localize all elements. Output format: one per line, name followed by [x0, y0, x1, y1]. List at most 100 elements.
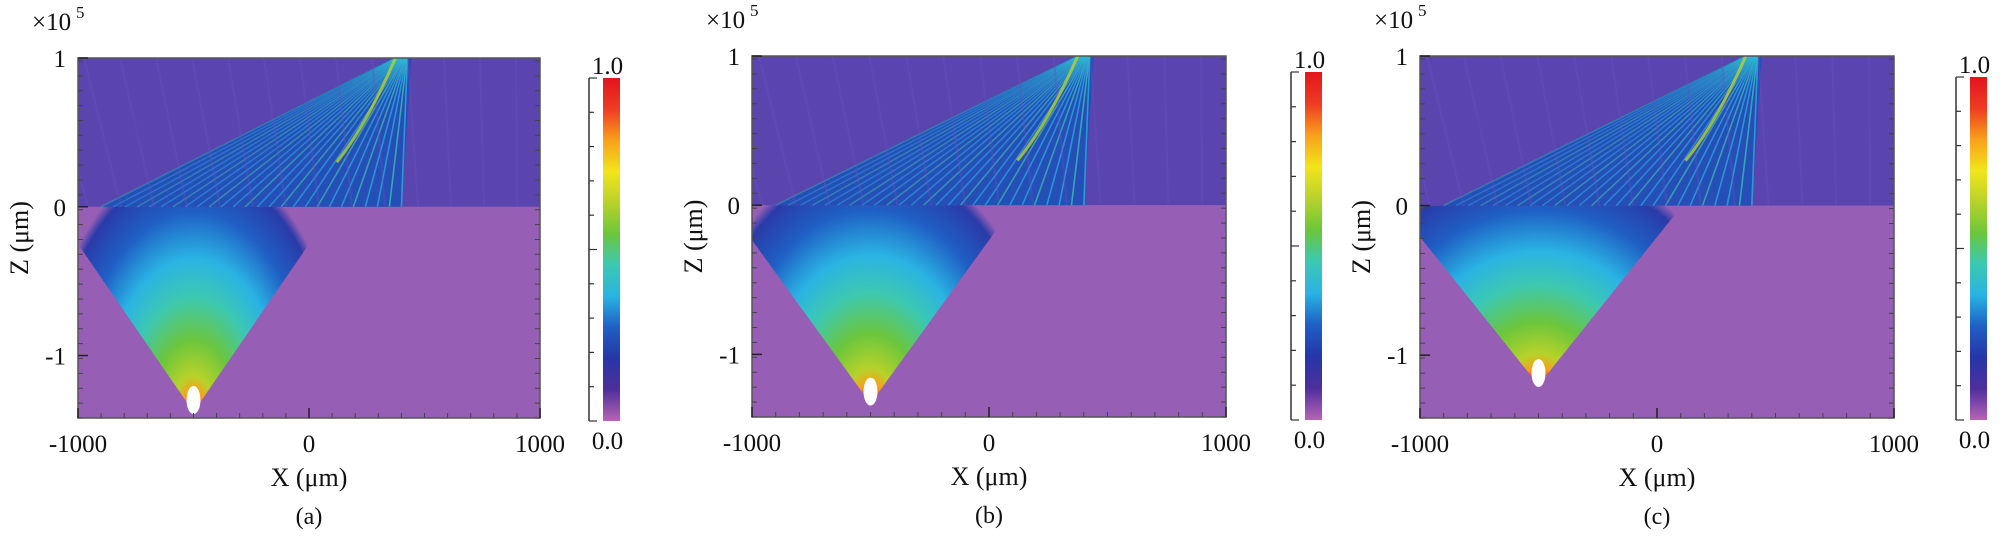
fringe-a [148, 58, 398, 208]
fringe-a [160, 58, 399, 208]
fringe-c [1467, 56, 1748, 207]
scatter-streak-b [1089, 56, 1102, 206]
fringe-a [232, 58, 402, 208]
fringe-c [1541, 56, 1751, 207]
fringe-c [1664, 56, 1756, 206]
colorbar-max-label-a: 1.0 [592, 53, 623, 80]
fringe-a [364, 58, 407, 207]
upper-medium-b [752, 56, 1226, 206]
x-axis-label-c: X (μm) [1619, 463, 1696, 492]
scatter-streak-c [1573, 56, 1601, 206]
y-tick-label-c: 1 [1396, 44, 1409, 71]
panel-b: -1 0 1 -1000 0 1000 ×10 5 X (μm) Z (μm) (b) 1.0 0.0 [679, 1, 1325, 529]
refracted-wedge-a [101, 58, 412, 207]
fringe-b [799, 56, 1080, 206]
colorbar-min-label-c: 0.0 [1959, 427, 1990, 454]
y-tick-label-b: 1 [728, 44, 741, 71]
upper-medium-c [1420, 56, 1894, 207]
source-cone-a [78, 206, 335, 413]
fringe-b [1083, 56, 1091, 206]
fringe-a [376, 58, 408, 207]
y-multiplier-c: ×10 [1374, 7, 1413, 34]
fringe-a [100, 58, 396, 208]
fringe-b [984, 56, 1087, 206]
colorbar-max-label-b: 1.0 [1294, 47, 1325, 74]
source-cone-b [752, 205, 1015, 404]
fringe-c [1591, 56, 1753, 207]
fringe-c [1738, 56, 1759, 206]
fringe-a [400, 58, 409, 207]
intensity-field-c [1420, 56, 1894, 418]
y-tick-label-a: 1 [54, 46, 67, 73]
scatter-streak-c [1610, 56, 1635, 206]
scatter-streak-b [1163, 56, 1170, 206]
fringe-c [1726, 56, 1758, 206]
fringe-c [1566, 56, 1752, 207]
y-multiplier-a: ×10 [32, 9, 71, 36]
y-tick-label-a: 0 [54, 195, 67, 222]
fringe-a [184, 58, 400, 208]
scatter-streak-b [1200, 56, 1204, 206]
scatter-streak-a [83, 58, 122, 208]
fringe-b [1070, 56, 1091, 206]
x-tick-label-c: 0 [1651, 431, 1664, 458]
fringe-c [1714, 56, 1758, 206]
scatter-streak-a [371, 58, 386, 207]
scatter-streak-b [1126, 56, 1136, 206]
colorbar-a: 1.0 0.0 [588, 53, 623, 455]
fringe-c [1689, 56, 1757, 206]
intensity-field-a [78, 58, 540, 418]
fringe-b [1009, 56, 1088, 206]
fringe-a [328, 58, 406, 208]
y-multiplier-exponent-b: 5 [750, 1, 759, 20]
fringe-a [256, 58, 403, 208]
scatter-streak-b [757, 56, 797, 206]
scatter-streak-a [479, 58, 485, 207]
x-tick-label-b: -1000 [723, 430, 781, 457]
x-tick-label-b: 1000 [1201, 430, 1251, 457]
scatter-streak-a [263, 58, 287, 207]
y-tick-label-b: 0 [728, 193, 741, 220]
scatter-streak-c [1536, 56, 1567, 206]
scatter-streak-b [979, 56, 1000, 206]
scatter-streak-a [227, 58, 254, 207]
y-multiplier-exponent-a: 5 [76, 3, 85, 22]
fringe-c [1492, 56, 1749, 207]
scatter-streak-a [191, 58, 221, 207]
source-spot-c [1531, 359, 1546, 388]
lower-medium-b [752, 205, 1226, 417]
colorbar-scale-c [1970, 77, 1987, 420]
x-tick-label-a: 0 [303, 431, 316, 458]
y-multiplier-b: ×10 [706, 7, 745, 34]
fringe-b [873, 56, 1083, 206]
colorbar-max-label-c: 1.0 [1959, 52, 1990, 79]
scatter-streak-a [407, 58, 419, 207]
fringe-a [172, 58, 399, 208]
y-tick-label-a: -1 [45, 344, 66, 371]
fringe-b [836, 56, 1081, 206]
panel-caption-a: (a) [296, 504, 323, 530]
fringe-c [1652, 56, 1755, 207]
fringe-c [1554, 56, 1751, 207]
y-axis-label-b: Z (μm) [679, 200, 708, 274]
x-tick-label-a: -1000 [49, 431, 107, 458]
fringe-b [1033, 56, 1089, 206]
scatter-streak-a [443, 58, 452, 207]
fringe-c [1603, 56, 1753, 207]
x-tick-label-c: -1000 [1391, 431, 1449, 458]
scatter-streak-b [794, 56, 831, 206]
panel-caption-c: (c) [1644, 504, 1671, 530]
fringe-b [996, 56, 1088, 206]
intensity-field-b [752, 56, 1226, 417]
fringe-b [1021, 56, 1089, 206]
colorbar-b: 1.0 0.0 [1290, 47, 1325, 454]
fringe-a [208, 58, 401, 208]
scatter-streak-b [752, 164, 763, 206]
focal-caustic-b [1016, 56, 1080, 162]
y-tick-label-b: -1 [719, 342, 740, 369]
fringe-a [304, 58, 405, 208]
fringe-b [1046, 56, 1090, 206]
x-axis-label-b: X (μm) [951, 462, 1028, 491]
scatter-streak-b [831, 56, 865, 206]
